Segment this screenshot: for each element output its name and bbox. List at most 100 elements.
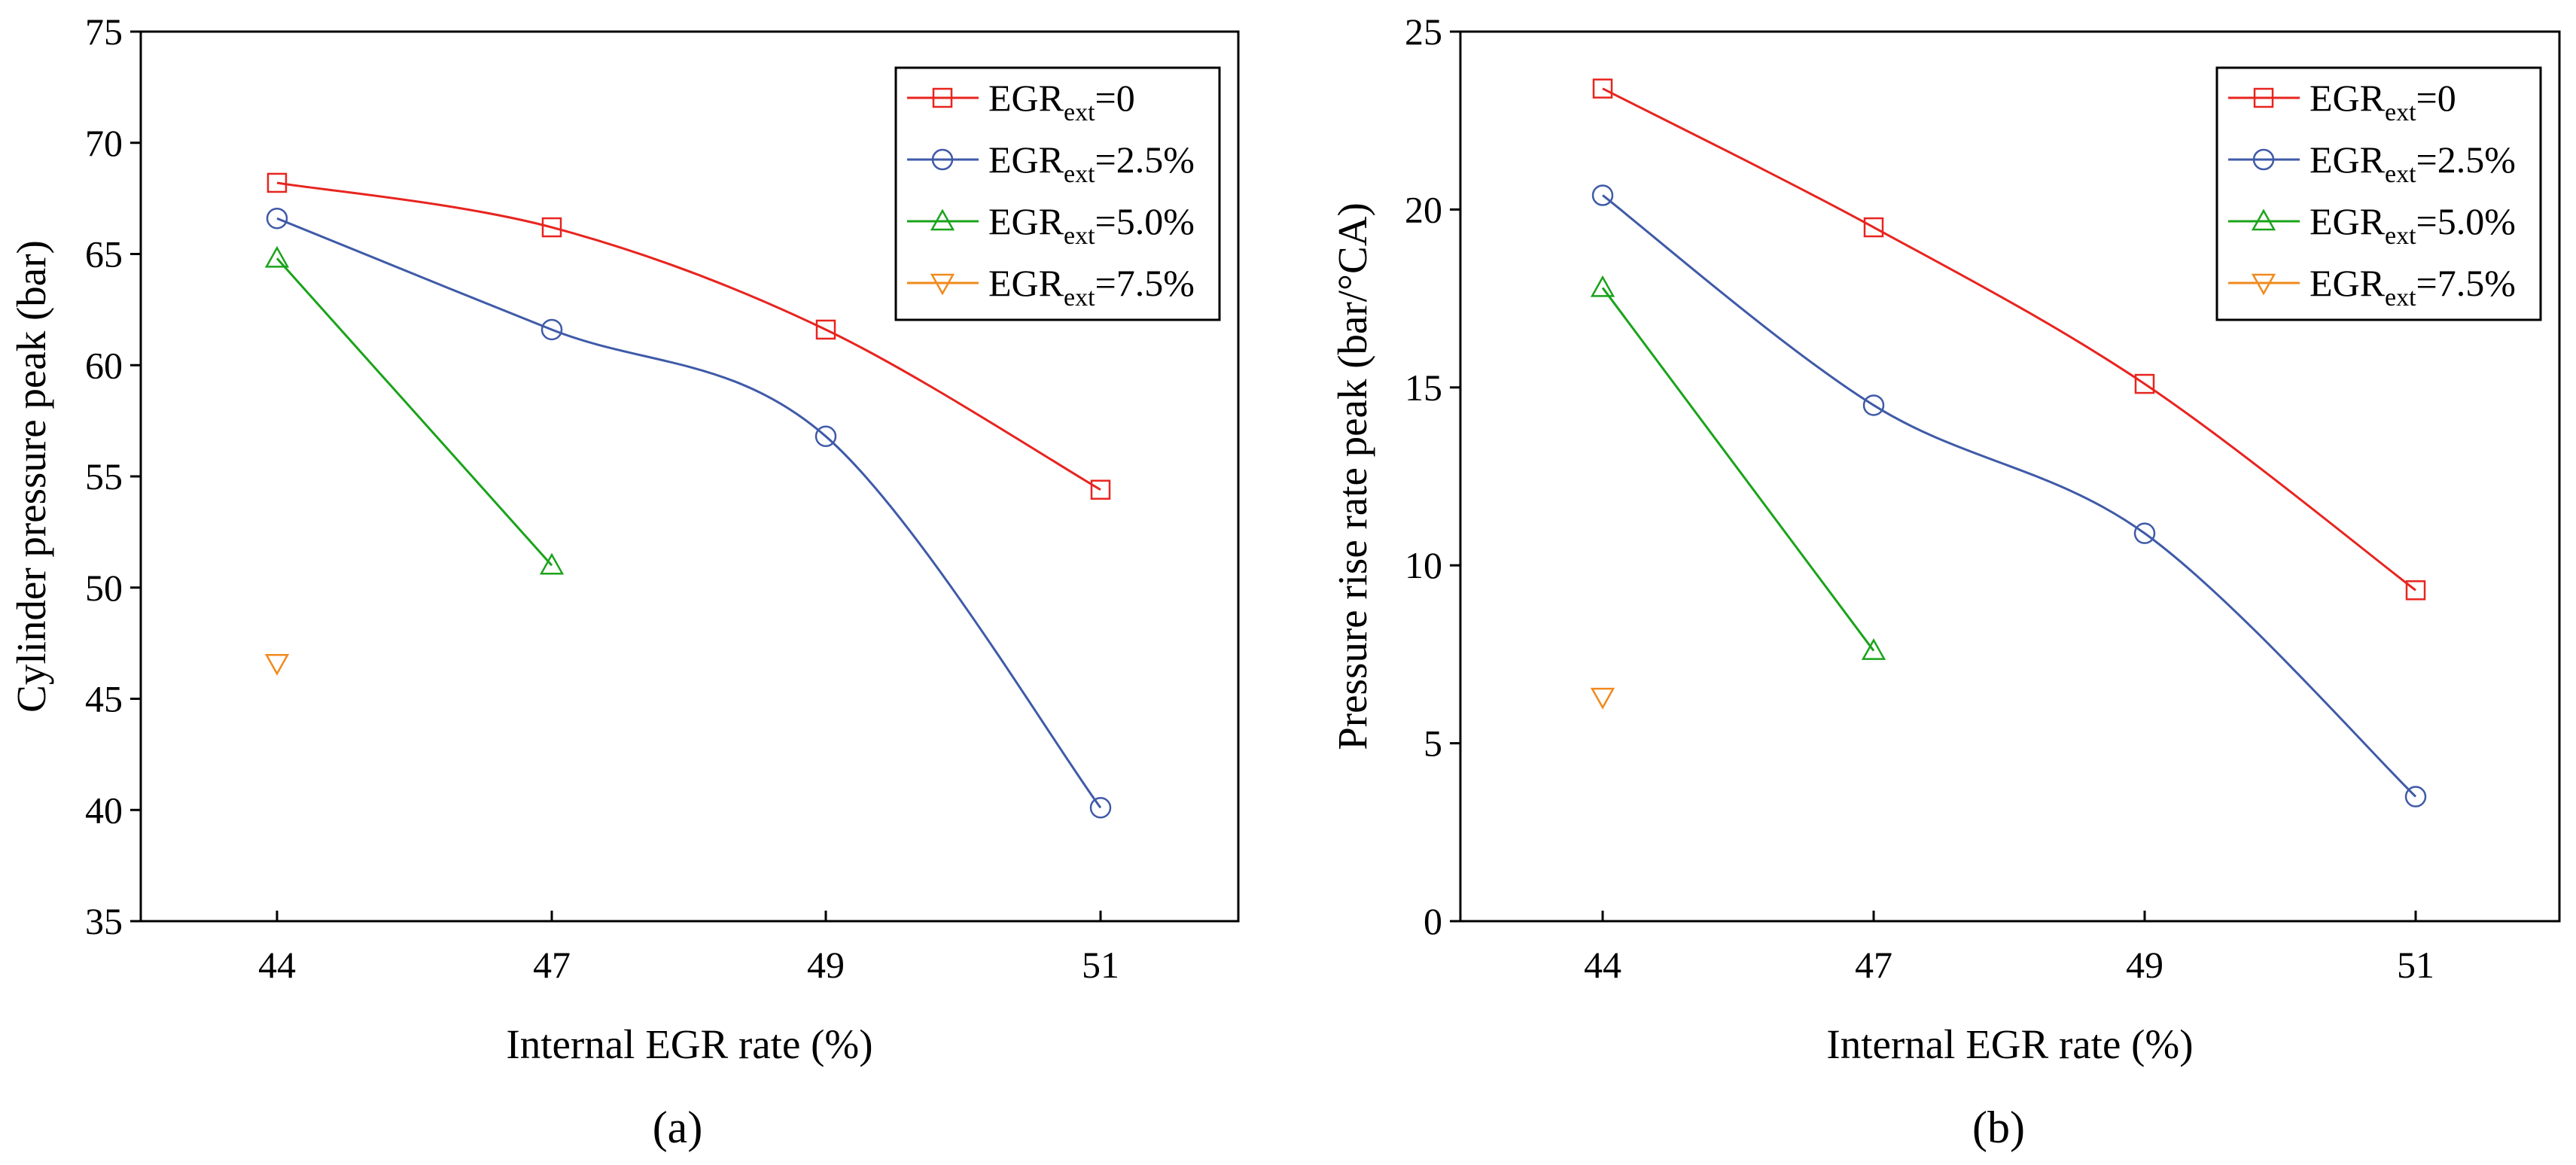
data-point-0 — [1090, 479, 1111, 500]
legend-marker — [930, 208, 955, 231]
legend-marker — [930, 273, 955, 296]
y-tick-label: 60 — [85, 344, 123, 386]
data-point-1 — [1591, 184, 1614, 206]
x-tick-label: 44 — [1584, 944, 1621, 986]
legend-entry-2: EGRext=5.0% — [988, 200, 1195, 250]
data-point-0 — [2134, 373, 2155, 394]
legend-text-tail: =2.5% — [2416, 138, 2516, 181]
y-tick-label: 10 — [1405, 544, 1442, 586]
x-tick-label: 49 — [2126, 944, 2163, 986]
x-tick-label: 51 — [1082, 944, 1119, 986]
legend-text-tail: =2.5% — [1095, 138, 1195, 181]
legend-text-main: EGR — [988, 262, 1064, 304]
legend-text-sub: ext — [2385, 222, 2416, 250]
legend-text-main: EGR — [2310, 200, 2386, 242]
legend-marker — [931, 148, 954, 171]
legend-box — [894, 66, 1221, 321]
series-line-2 — [1601, 287, 1875, 652]
data-point-1 — [1089, 797, 1112, 819]
legend: EGRext=0EGRext=2.5%EGRext=5.0%EGRext=7.5… — [894, 66, 1221, 321]
y-tick-label: 0 — [1423, 900, 1442, 942]
legend-text-sub: ext — [1064, 222, 1095, 250]
legend-marker — [2253, 87, 2274, 108]
y-tick-label: 20 — [1405, 188, 1442, 230]
y-tick-label: 5 — [1423, 722, 1442, 765]
panel-label: (a) — [653, 1103, 703, 1152]
x-tick-label: 47 — [533, 944, 571, 986]
data-point-2 — [539, 552, 565, 575]
data-point-1 — [815, 425, 837, 448]
y-tick-label: 35 — [85, 900, 123, 942]
x-axis-label: Internal EGR rate (%) — [506, 1021, 872, 1067]
y-tick-label: 40 — [85, 789, 123, 831]
legend-entry-0: EGRext=0 — [2310, 77, 2456, 126]
legend-text-main: EGR — [2310, 77, 2386, 119]
y-tick-label: 75 — [85, 11, 123, 53]
legend-text-sub: ext — [2385, 284, 2416, 312]
legend-text-tail: =5.0% — [1095, 200, 1195, 242]
legend-marker — [2252, 148, 2275, 171]
x-axis-label: Internal EGR rate (%) — [1826, 1021, 2193, 1067]
legend-text-tail: =7.5% — [1095, 262, 1195, 304]
plot-frame — [1459, 30, 2561, 923]
legend-text-sub: ext — [2385, 160, 2416, 188]
x-tick-label: 51 — [2397, 944, 2434, 986]
series-line-1 — [1602, 194, 2417, 798]
data-point-0 — [266, 172, 288, 193]
y-tick-label: 55 — [85, 455, 123, 497]
y-tick-label: 25 — [1405, 11, 1442, 53]
legend-entry-1: EGRext=2.5% — [2310, 138, 2516, 188]
legend-text-sub: ext — [1064, 160, 1095, 188]
data-point-1 — [2404, 786, 2427, 808]
y-tick-label: 70 — [85, 122, 123, 164]
legend-entry-3: EGRext=7.5% — [988, 262, 1195, 312]
series-line-0 — [1602, 87, 2416, 592]
legend-text-main: EGR — [988, 77, 1064, 119]
legend-text-sub: ext — [1064, 99, 1095, 126]
series-line-2 — [276, 257, 553, 567]
data-point-0 — [815, 319, 836, 340]
y-axis-label: Pressure rise rate peak (bar/°CA) — [1329, 202, 1375, 750]
data-point-0 — [2405, 580, 2426, 601]
data-point-2 — [1590, 275, 1615, 297]
legend-marker — [2251, 273, 2276, 296]
legend-text-main: EGR — [988, 138, 1064, 181]
data-point-1 — [1862, 394, 1885, 416]
y-tick-label: 45 — [85, 678, 123, 720]
y-tick-label: 50 — [85, 567, 123, 609]
chart-panel-b: 0 5 10 15 20 25 44 47 49 51 Internal EGR rate (%) P… — [1329, 11, 2561, 1152]
data-point-2 — [264, 245, 290, 268]
data-point-3 — [264, 653, 290, 676]
data-point-1 — [2133, 522, 2156, 544]
data-point-0 — [541, 217, 562, 238]
y-tick-label: 65 — [85, 233, 123, 275]
y-tick-label: 15 — [1405, 367, 1442, 409]
legend-marker — [2251, 208, 2276, 231]
data-point-0 — [1863, 217, 1884, 238]
x-tick-label: 49 — [807, 944, 845, 986]
data-point-3 — [1590, 687, 1615, 710]
series-line-1 — [276, 217, 1102, 809]
legend-text-tail: =7.5% — [2416, 262, 2516, 304]
x-tick-label: 47 — [1855, 944, 1892, 986]
x-tick-label: 44 — [258, 944, 296, 986]
y-axis-label: Cylinder pressure peak (bar) — [8, 240, 54, 713]
legend-text-tail: =0 — [1095, 77, 1135, 119]
chart-panel-a: 35 40 45 50 55 60 65 70 75 44 47 49 51 Internal EGR r… — [8, 11, 1240, 1152]
legend-text-main: EGR — [2310, 262, 2386, 304]
legend-entry-3: EGRext=7.5% — [2310, 262, 2516, 312]
legend-marker — [932, 87, 953, 108]
data-point-2 — [1861, 638, 1886, 660]
legend-text-main: EGR — [988, 200, 1064, 242]
series-line-0 — [276, 181, 1101, 491]
panel-label: (b) — [1972, 1103, 2025, 1152]
legend-text-tail: =5.0% — [2416, 200, 2516, 242]
legend-text-main: EGR — [2310, 138, 2386, 181]
legend-text-tail: =0 — [2416, 77, 2456, 119]
legend-entry-1: EGRext=2.5% — [988, 138, 1195, 188]
legend-box — [2215, 66, 2542, 321]
legend-text-sub: ext — [1064, 284, 1095, 312]
data-point-1 — [266, 207, 288, 230]
legend-text-sub: ext — [2385, 99, 2416, 126]
